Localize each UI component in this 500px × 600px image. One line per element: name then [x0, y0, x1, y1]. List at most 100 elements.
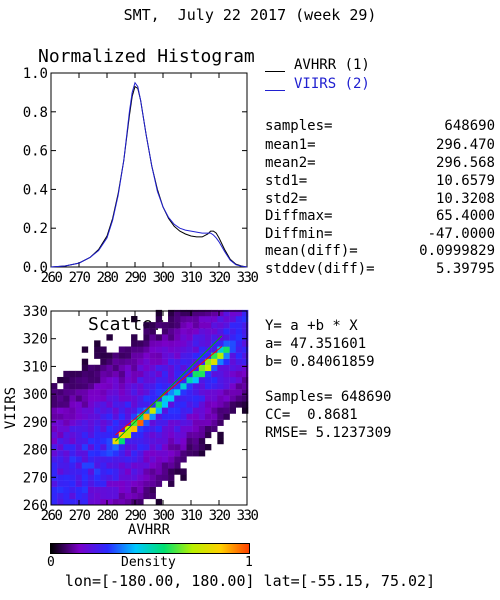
- density-cell: [69, 450, 76, 457]
- density-cell: [94, 437, 101, 445]
- density-cell: [180, 309, 187, 317]
- density-cell: [229, 352, 236, 359]
- density-cell: [229, 322, 236, 329]
- density-cell: [180, 474, 187, 481]
- density-cell: [118, 425, 126, 433]
- density-cell: [124, 468, 132, 475]
- density-cell: [180, 358, 187, 365]
- density-cell: [161, 444, 169, 451]
- density-cell: [57, 425, 64, 433]
- density-cell: [192, 437, 200, 445]
- density-cell: [149, 444, 156, 451]
- density-cell: [205, 389, 212, 396]
- density-cell: [186, 322, 193, 329]
- density-cell: [106, 492, 113, 500]
- density-cell: [124, 376, 132, 384]
- density-cell: [106, 437, 113, 445]
- density-cell: [100, 395, 107, 402]
- density-cell: [51, 444, 58, 451]
- density-cell: [112, 413, 119, 420]
- density-cell: [229, 340, 236, 347]
- density-cell: [100, 389, 107, 396]
- density-cell: [235, 315, 243, 323]
- density-cell: [143, 346, 150, 353]
- density-cell: [124, 498, 132, 506]
- density-cell: [100, 450, 107, 457]
- density-cell: [180, 444, 187, 451]
- density-cell: [192, 346, 200, 353]
- y-tick-label: 310: [23, 359, 48, 375]
- density-cell: [149, 486, 156, 494]
- stat-row: mean(diff)= 0.0999829: [265, 243, 497, 259]
- x-tick-label: 310: [181, 508, 203, 524]
- density-cell: [131, 498, 138, 506]
- density-cell: [81, 358, 89, 365]
- density-cell: [112, 370, 119, 378]
- density-cell: [137, 462, 144, 469]
- density-cell: [131, 407, 138, 414]
- density-cell: [100, 401, 107, 408]
- density-cell: [223, 358, 230, 365]
- density-cell: [63, 468, 70, 475]
- density-cell: [211, 334, 218, 341]
- density-cell: [241, 364, 249, 372]
- density-cell: [217, 395, 224, 402]
- density-cell: [168, 462, 175, 469]
- density-cell: [180, 315, 187, 323]
- density-cell: [131, 389, 138, 396]
- density-cell: [143, 456, 150, 463]
- density-cell: [51, 413, 58, 420]
- density-cell: [106, 462, 113, 469]
- density-cell: [87, 456, 95, 463]
- density-cell: [149, 425, 156, 433]
- density-cell: [205, 425, 212, 433]
- density-cell: [211, 358, 218, 365]
- density-cell: [87, 450, 95, 457]
- density-cell: [174, 444, 181, 451]
- density-cell: [63, 474, 70, 481]
- density-cell: [168, 309, 175, 317]
- density-cell: [149, 364, 156, 372]
- density-cell: [69, 437, 76, 445]
- density-cell: [235, 328, 243, 335]
- density-cell: [94, 352, 101, 359]
- density-cell: [131, 395, 138, 402]
- density-cell: [112, 401, 119, 408]
- density-cell: [229, 395, 236, 402]
- density-cell: [205, 309, 212, 317]
- density-cell: [205, 383, 212, 390]
- x-tick-label: 320: [209, 508, 231, 524]
- y-tick-label: 0.8: [23, 105, 48, 121]
- density-cell: [211, 322, 218, 329]
- density-cell: [81, 376, 89, 384]
- density-cell: [124, 395, 132, 402]
- density-cell: [94, 450, 101, 457]
- density-cell: [100, 431, 107, 439]
- density-cell: [168, 431, 175, 439]
- density-cell: [174, 401, 181, 408]
- density-cell: [63, 486, 70, 494]
- density-cell: [118, 474, 126, 481]
- density-cell: [161, 462, 169, 469]
- density-cell: [143, 383, 150, 390]
- density-cell: [180, 419, 187, 426]
- density-cell: [106, 376, 113, 384]
- density-cell: [229, 328, 236, 335]
- x-tick-label: 280: [97, 508, 119, 524]
- density-cell: [205, 431, 212, 439]
- density-cell: [69, 468, 76, 475]
- density-cell: [69, 486, 76, 494]
- density-cell: [94, 474, 101, 481]
- density-cell: [161, 334, 169, 341]
- density-cell: [131, 401, 138, 408]
- histogram-frame: [50, 72, 248, 268]
- density-cell: [198, 334, 206, 341]
- density-cell: [81, 468, 89, 475]
- density-cell: [211, 383, 218, 390]
- y-tick-label: 0.2: [23, 221, 48, 237]
- stat-value: 0.0999829: [419, 243, 495, 259]
- density-cell: [87, 383, 95, 390]
- density-cell: [149, 492, 156, 500]
- density-cell: [223, 370, 230, 378]
- density-cell: [155, 474, 163, 481]
